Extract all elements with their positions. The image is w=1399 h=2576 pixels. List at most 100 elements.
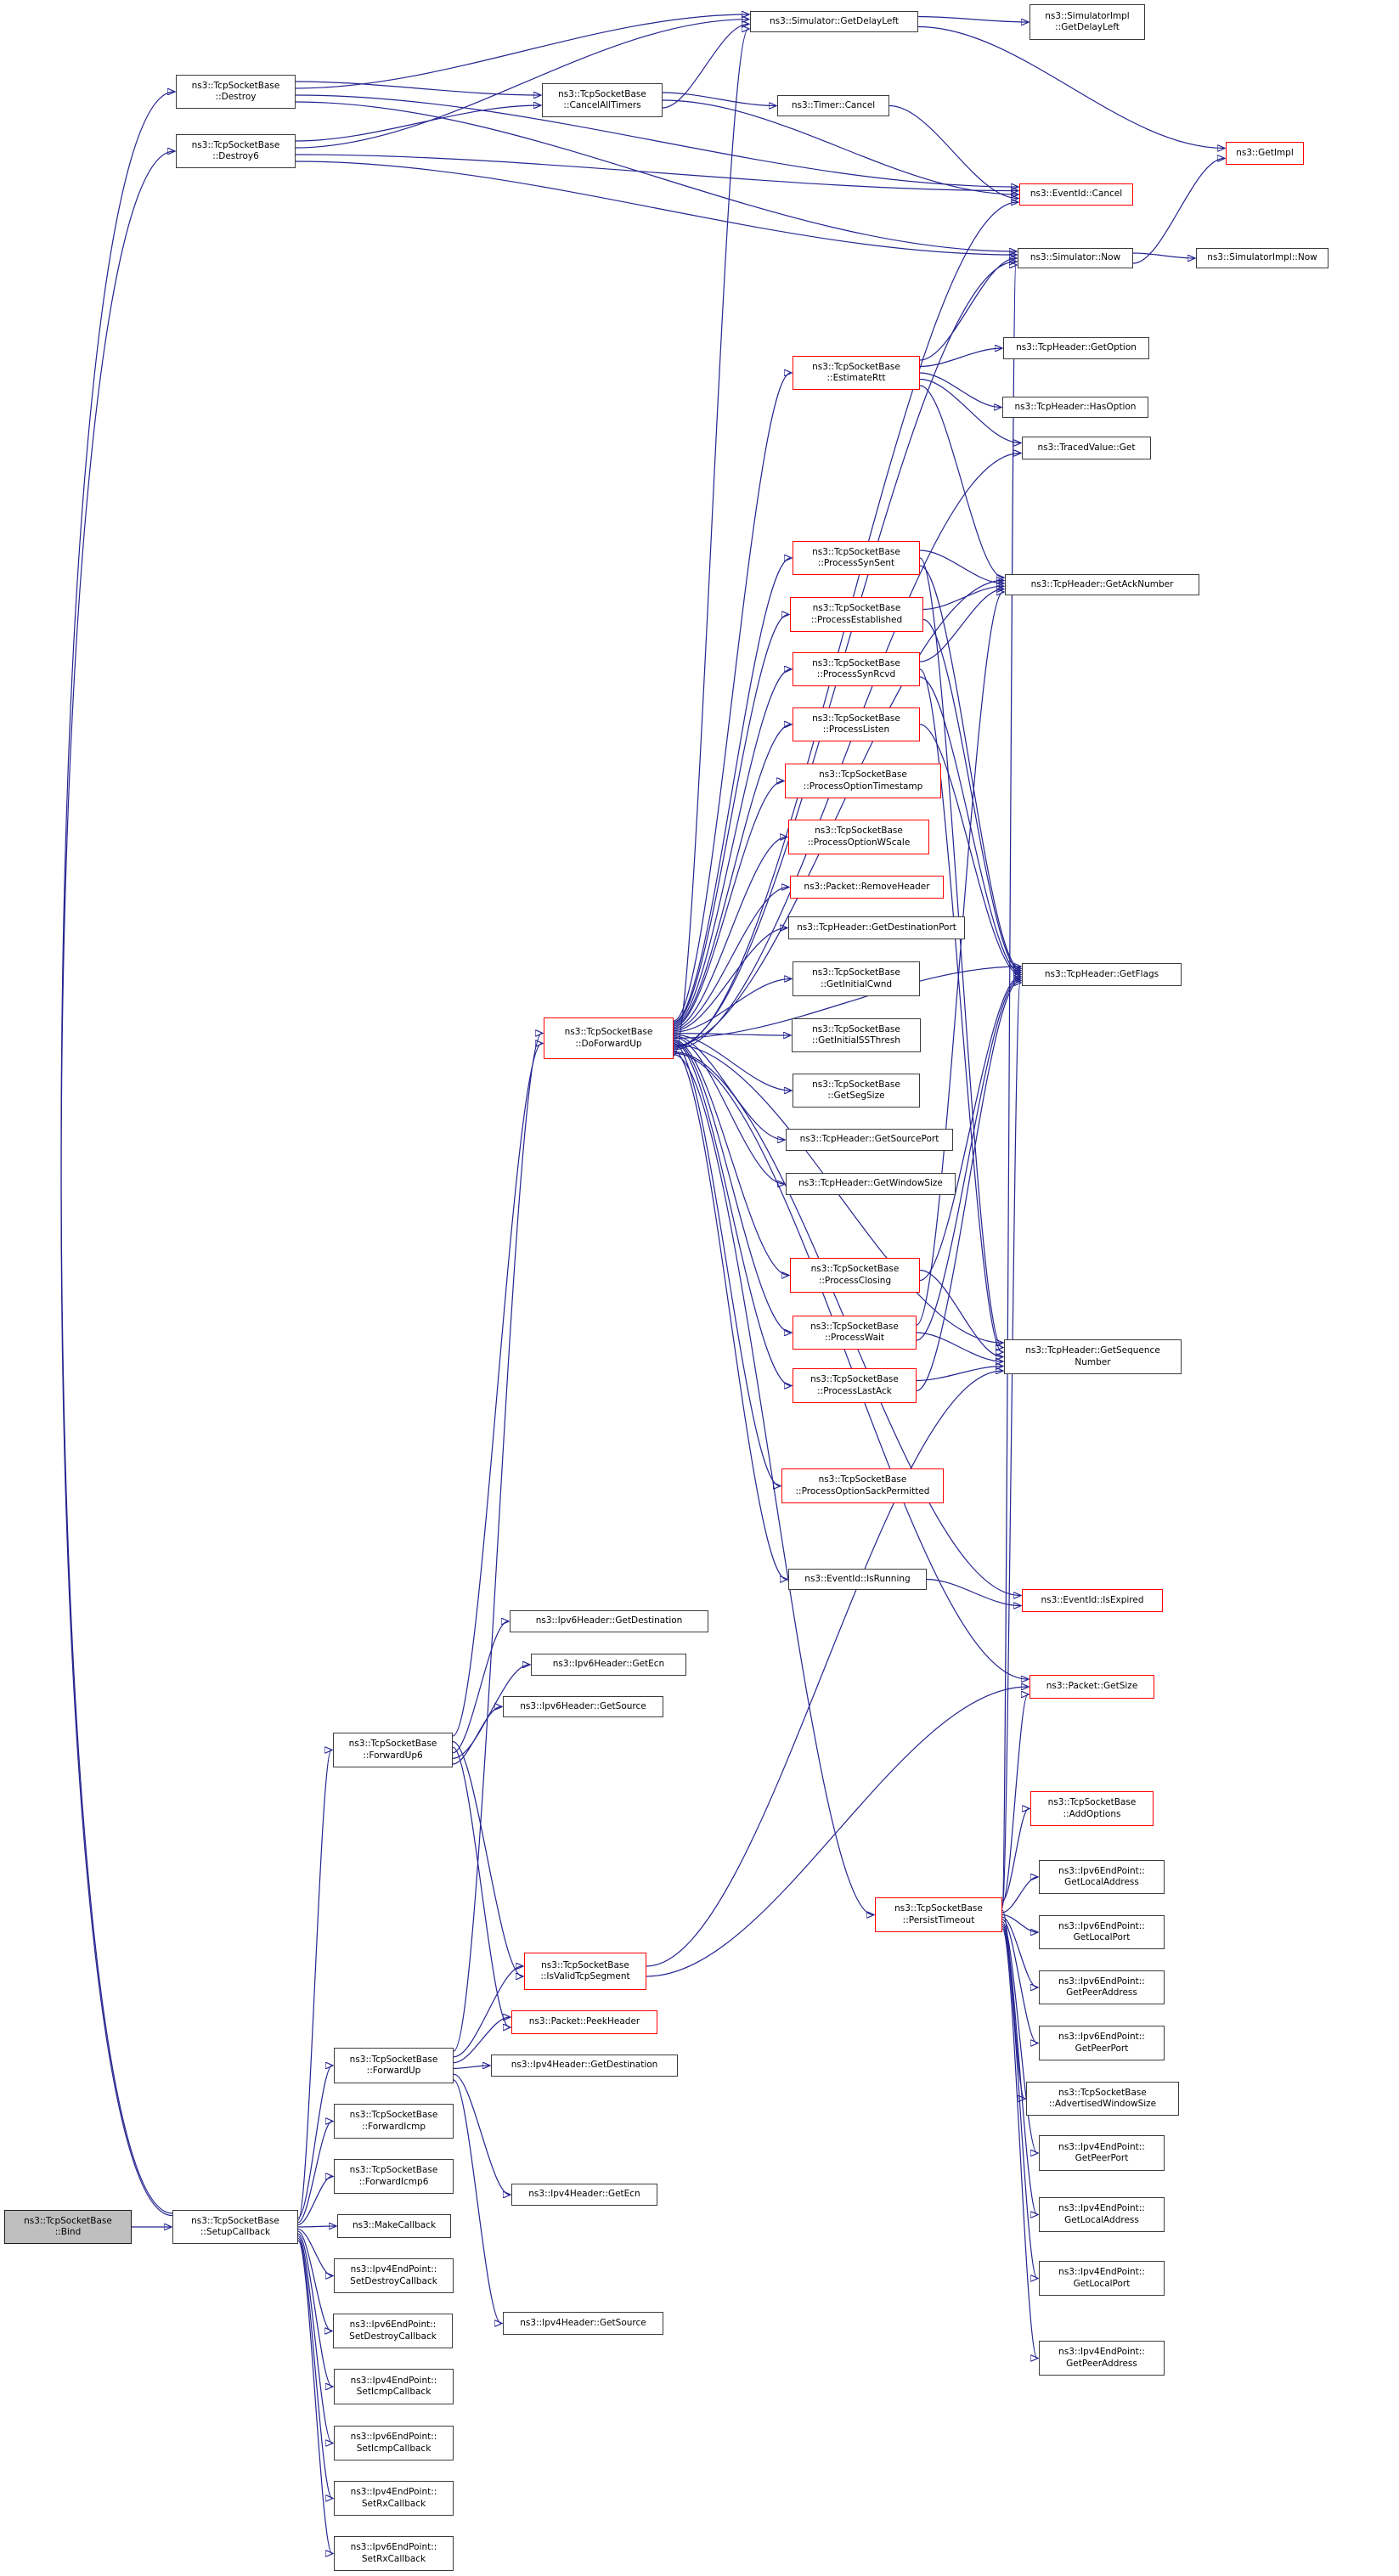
graph-node-label: ns3::Ipv4EndPoint:: bbox=[1058, 2267, 1145, 2277]
graph-node-process_established[interactable]: ns3::TcpSocketBase::ProcessEstablished bbox=[790, 597, 923, 632]
graph-node-ipv6ep_get_local_addr[interactable]: ns3::Ipv6EndPoint:: GetLocalAddress bbox=[1039, 1860, 1165, 1894]
edge-do_forward_up-to-process_established bbox=[673, 615, 788, 1024]
graph-node-ipv4ep_set_icmp_cb[interactable]: ns3::Ipv4EndPoint:: SetIcmpCallback bbox=[334, 2369, 454, 2404]
graph-node-label: ns3::Ipv6EndPoint:: bbox=[1058, 1920, 1145, 1931]
graph-node-label: ns3::Ipv6EndPoint:: bbox=[350, 2542, 437, 2552]
graph-node-tcph_get_source_port[interactable]: ns3::TcpHeader::GetSourcePort bbox=[786, 1129, 953, 1151]
graph-node-do_forward_up[interactable]: ns3::TcpSocketBase::DoForwardUp bbox=[544, 1017, 674, 1059]
edge-do_forward_up-to-get_seg_size bbox=[673, 1034, 791, 1091]
graph-node-get_impl[interactable]: ns3::GetImpl bbox=[1226, 142, 1304, 165]
graph-node-ipv4ep_get_local_port[interactable]: ns3::Ipv4EndPoint:: GetLocalPort bbox=[1039, 2261, 1165, 2296]
graph-node-packet_peek_header[interactable]: ns3::Packet::PeekHeader bbox=[511, 2010, 657, 2034]
graph-node-ipv4h_get_source[interactable]: ns3::Ipv4Header::GetSource bbox=[503, 2312, 663, 2335]
graph-node-destroy[interactable]: ns3::TcpSocketBase::Destroy bbox=[176, 75, 296, 109]
graph-node-ipv4ep_get_peer_addr[interactable]: ns3::Ipv4EndPoint:: GetPeerAddress bbox=[1039, 2341, 1165, 2376]
graph-node-forward_icmp[interactable]: ns3::TcpSocketBase::ForwardIcmp bbox=[334, 2104, 454, 2139]
graph-node-ipv4ep_set_rx_cb[interactable]: ns3::Ipv4EndPoint:: SetRxCallback bbox=[334, 2481, 454, 2516]
graph-node-ipv6h_get_ecn[interactable]: ns3::Ipv6Header::GetEcn bbox=[531, 1654, 686, 1676]
graph-node-tcph_has_option[interactable]: ns3::TcpHeader::HasOption bbox=[1002, 397, 1148, 418]
edge-persist_timeout-to-ipv4ep_get_peer_addr bbox=[1001, 1928, 1037, 2359]
graph-node-process_last_ack[interactable]: ns3::TcpSocketBase::ProcessLastAck bbox=[793, 1368, 917, 1403]
graph-node-forward_up6[interactable]: ns3::TcpSocketBase::ForwardUp6 bbox=[333, 1733, 453, 1767]
graph-node-tcph_get_seq[interactable]: ns3::TcpHeader::GetSequence Number bbox=[1004, 1339, 1182, 1374]
graph-node-tcph_get_option[interactable]: ns3::TcpHeader::GetOption bbox=[1003, 337, 1149, 359]
graph-node-get_seg_size[interactable]: ns3::TcpSocketBase::GetSegSize bbox=[793, 1074, 920, 1108]
graph-node-ipv6ep_get_local_port[interactable]: ns3::Ipv6EndPoint:: GetLocalPort bbox=[1039, 1915, 1165, 1949]
graph-node-tcph_get_ack[interactable]: ns3::TcpHeader::GetAckNumber bbox=[1005, 574, 1199, 595]
graph-node-label: ns3::TcpSocketBase bbox=[1058, 2087, 1147, 2098]
graph-node-label: GetLocalAddress bbox=[1064, 2214, 1139, 2225]
graph-node-is_valid_tcp_segment[interactable]: ns3::TcpSocketBase::IsValidTcpSegment bbox=[524, 1953, 646, 1990]
graph-node-simimpl_now[interactable]: ns3::SimulatorImpl::Now bbox=[1196, 248, 1328, 268]
graph-node-ipv4ep_get_local_addr[interactable]: ns3::Ipv4EndPoint:: GetLocalAddress bbox=[1039, 2197, 1165, 2232]
graph-node-tcph_get_flags[interactable]: ns3::TcpHeader::GetFlags bbox=[1022, 963, 1182, 986]
graph-node-setup_callback[interactable]: ns3::TcpSocketBase::SetupCallback bbox=[172, 2210, 298, 2244]
graph-node-process_listen[interactable]: ns3::TcpSocketBase::ProcessListen bbox=[793, 707, 920, 741]
graph-node-get_initial_cwnd[interactable]: ns3::TcpSocketBase::GetInitialCwnd bbox=[793, 961, 920, 996]
graph-node-ipv4ep_set_destroy_cb[interactable]: ns3::Ipv4EndPoint:: SetDestroyCallback bbox=[334, 2258, 454, 2293]
graph-node-label: ::EstimateRtt bbox=[826, 373, 886, 383]
graph-node-ipv4ep_get_peer_port[interactable]: ns3::Ipv4EndPoint:: GetPeerPort bbox=[1039, 2135, 1165, 2171]
graph-node-eventid_cancel[interactable]: ns3::EventId::Cancel bbox=[1019, 183, 1133, 206]
edge-do_forward_up-to-process_opt_wscale bbox=[673, 837, 787, 1029]
graph-node-eventid_is_running[interactable]: ns3::EventId::IsRunning bbox=[788, 1569, 927, 1590]
edge-setup_callback-to-forward_icmp bbox=[297, 2122, 332, 2224]
graph-node-process_wait[interactable]: ns3::TcpSocketBase::ProcessWait bbox=[793, 1316, 917, 1350]
graph-node-label: ::PersistTimeout bbox=[902, 1914, 975, 1925]
graph-node-ipv6ep_get_peer_addr[interactable]: ns3::Ipv6EndPoint:: GetPeerAddress bbox=[1039, 1970, 1165, 2004]
graph-node-tcph_get_window_size[interactable]: ns3::TcpHeader::GetWindowSize bbox=[786, 1173, 956, 1195]
graph-node-ipv6ep_set_destroy_cb[interactable]: ns3::Ipv6EndPoint:: SetDestroyCallback bbox=[333, 2314, 453, 2348]
graph-node-label: ns3::Packet::RemoveHeader bbox=[804, 881, 930, 892]
graph-node-adv_window_size[interactable]: ns3::TcpSocketBase::AdvertisedWindowSize bbox=[1026, 2082, 1179, 2116]
graph-node-ipv4h_get_ecn[interactable]: ns3::Ipv4Header::GetEcn bbox=[511, 2184, 657, 2206]
graph-node-simimpl_get_delay_left[interactable]: ns3::SimulatorImpl::GetDelayLeft bbox=[1030, 4, 1145, 40]
graph-node-forward_up[interactable]: ns3::TcpSocketBase::ForwardUp bbox=[334, 2048, 454, 2083]
graph-node-process_syn_rcvd[interactable]: ns3::TcpSocketBase::ProcessSynRcvd bbox=[793, 652, 920, 686]
graph-node-timer_cancel[interactable]: ns3::Timer::Cancel bbox=[777, 95, 889, 116]
graph-node-packet_remove_header[interactable]: ns3::Packet::RemoveHeader bbox=[790, 876, 944, 899]
graph-node-estimate_rtt[interactable]: ns3::TcpSocketBase::EstimateRtt bbox=[793, 356, 920, 390]
graph-node-label: ns3::TcpSocketBase bbox=[812, 546, 900, 557]
graph-node-ipv6h_get_source[interactable]: ns3::Ipv6Header::GetSource bbox=[503, 1696, 663, 1717]
graph-node-eventid_is_expired[interactable]: ns3::EventId::IsExpired bbox=[1022, 1589, 1163, 1612]
graph-node-label: ::DoForwardUp bbox=[575, 1038, 642, 1049]
graph-node-ipv6ep_set_icmp_cb[interactable]: ns3::Ipv6EndPoint:: SetIcmpCallback bbox=[334, 2426, 454, 2460]
graph-node-tcph_get_dest_port[interactable]: ns3::TcpHeader::GetDestinationPort bbox=[788, 916, 965, 939]
edge-setup_callback-to-ipv4ep_set_icmp_cb bbox=[297, 2233, 332, 2387]
graph-node-process_opt_wscale[interactable]: ns3::TcpSocketBase::ProcessOptionWScale bbox=[788, 820, 929, 854]
graph-node-ipv6h_get_dest[interactable]: ns3::Ipv6Header::GetDestination bbox=[510, 1610, 708, 1632]
edge-forward_up6-to-ipv6h_get_source bbox=[452, 1707, 501, 1765]
graph-node-sim_now[interactable]: ns3::Simulator::Now bbox=[1018, 248, 1133, 268]
graph-node-label: ns3::TcpHeader::GetDestinationPort bbox=[797, 922, 956, 933]
edge-sim_get_delay_left-to-get_impl bbox=[917, 25, 1224, 149]
graph-node-process_opt_sack[interactable]: ns3::TcpSocketBase::ProcessOptionSackPer… bbox=[781, 1468, 944, 1503]
edge-setup_callback-to-forward_up bbox=[297, 2066, 332, 2218]
graph-node-process_opt_ts[interactable]: ns3::TcpSocketBase::ProcessOptionTimesta… bbox=[785, 764, 941, 798]
graph-node-label: ns3::TcpSocketBase bbox=[1047, 1797, 1137, 1807]
graph-node-sim_get_delay_left[interactable]: ns3::Simulator::GetDelayLeft bbox=[750, 11, 918, 32]
graph-node-process_closing[interactable]: ns3::TcpSocketBase::ProcessClosing bbox=[790, 1258, 920, 1293]
graph-node-make_callback[interactable]: ns3::MakeCallback bbox=[337, 2214, 451, 2238]
edge-setup_callback-to-ipv4ep_set_rx_cb bbox=[297, 2237, 332, 2498]
graph-node-label: ns3::GetImpl bbox=[1236, 147, 1294, 158]
graph-node-destroy6[interactable]: ns3::TcpSocketBase::Destroy6 bbox=[176, 134, 296, 168]
graph-node-get_initial_ssthresh[interactable]: ns3::TcpSocketBase::GetInitialSSThresh bbox=[792, 1018, 921, 1052]
edge-persist_timeout-to-adv_window_size bbox=[1001, 1909, 1024, 2099]
graph-node-label: ns3::MakeCallback bbox=[352, 2220, 437, 2231]
graph-node-ipv6ep_set_rx_cb[interactable]: ns3::Ipv6EndPoint:: SetRxCallback bbox=[334, 2536, 454, 2571]
graph-node-forward_icmp6[interactable]: ns3::TcpSocketBase::ForwardIcmp6 bbox=[334, 2159, 454, 2194]
graph-node-traced_value_get[interactable]: ns3::TracedValue::Get bbox=[1022, 437, 1151, 459]
graph-node-process_syn_sent[interactable]: ns3::TcpSocketBase::ProcessSynSent bbox=[793, 541, 920, 575]
graph-node-cancel_all_timers[interactable]: ns3::TcpSocketBase::CancelAllTimers bbox=[542, 83, 663, 117]
graph-node-label: ns3::Packet::PeekHeader bbox=[528, 2016, 640, 2027]
edge-process_syn_rcvd-to-tcph_get_ack bbox=[919, 589, 1003, 662]
graph-node-packet_get_size[interactable]: ns3::Packet::GetSize bbox=[1030, 1675, 1154, 1699]
graph-node-ipv4h_get_dest[interactable]: ns3::Ipv4Header::GetDestination bbox=[491, 2055, 678, 2077]
graph-node-persist_timeout[interactable]: ns3::TcpSocketBase::PersistTimeout bbox=[875, 1897, 1002, 1932]
graph-node-ipv6ep_get_peer_port[interactable]: ns3::Ipv6EndPoint:: GetPeerPort bbox=[1039, 2026, 1165, 2060]
graph-node-label: ns3::Ipv6Header::GetSource bbox=[520, 1700, 646, 1711]
edge-forward_up-to-do_forward_up bbox=[453, 1034, 542, 2052]
graph-node-add_options[interactable]: ns3::TcpSocketBase::AddOptions bbox=[1030, 1791, 1154, 1826]
graph-node-bind[interactable]: ns3::TcpSocketBase::Bind bbox=[4, 2210, 132, 2244]
graph-node-label: ns3::TcpSocketBase bbox=[812, 1023, 900, 1034]
